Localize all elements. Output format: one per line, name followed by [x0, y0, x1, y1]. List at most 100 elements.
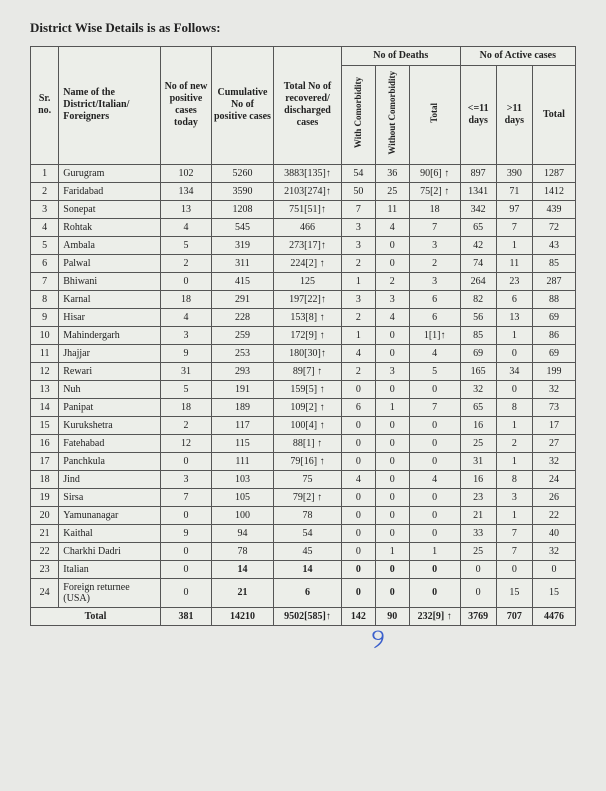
cell: 14	[274, 560, 342, 578]
cell: 16	[31, 434, 59, 452]
cell: 14	[211, 560, 273, 578]
cell: 100	[211, 506, 273, 524]
cell: 0	[375, 236, 409, 254]
cell: 6	[341, 398, 375, 416]
cell: 17	[532, 416, 575, 434]
cell: 0	[375, 380, 409, 398]
cell: 109[2] ↑	[274, 398, 342, 416]
cell: 27	[532, 434, 575, 452]
cell: 2	[341, 308, 375, 326]
cell: 23	[31, 560, 59, 578]
cell: 23	[460, 488, 496, 506]
cell: 2	[409, 254, 460, 272]
cell: Hisar	[59, 308, 161, 326]
table-row: 6Palwal2311224[2] ↑202741185	[31, 254, 576, 272]
cell: 97	[496, 200, 532, 218]
cell: 32	[532, 452, 575, 470]
total-label: Total	[31, 607, 161, 625]
cell: 6	[31, 254, 59, 272]
cell: 75[2] ↑	[409, 182, 460, 200]
total-row: Total381142109502[585]↑14290232[9] ↑3769…	[31, 607, 576, 625]
table-row: 1Gurugram10252603883[135]↑543690[6] ↑897…	[31, 164, 576, 182]
col-deaths-total: Total	[409, 66, 460, 165]
cell: 20	[31, 506, 59, 524]
cell: 5	[409, 362, 460, 380]
cell: 85	[532, 254, 575, 272]
cell: 71	[496, 182, 532, 200]
cell: 65	[460, 218, 496, 236]
col-without-comorbidity: Without Comorbidity	[375, 66, 409, 165]
cell: 0	[341, 416, 375, 434]
cell: 3	[496, 488, 532, 506]
cell: 0	[341, 578, 375, 607]
cell: 0	[161, 578, 212, 607]
col-sr: Sr. no.	[31, 47, 59, 165]
cell: 4	[341, 470, 375, 488]
cell: 291	[211, 290, 273, 308]
cell: 1	[375, 398, 409, 416]
cell: 18	[161, 290, 212, 308]
cell: 3	[161, 326, 212, 344]
cell: 0	[341, 434, 375, 452]
cell: 4	[31, 218, 59, 236]
cell: 1	[409, 542, 460, 560]
cell: 5	[161, 236, 212, 254]
cell: 253	[211, 344, 273, 362]
cell: 0	[341, 542, 375, 560]
cell: 54	[274, 524, 342, 542]
cell: 751[51]↑	[274, 200, 342, 218]
cell: 85	[460, 326, 496, 344]
cell: 18	[161, 398, 212, 416]
cell: 0	[375, 344, 409, 362]
cell: 1208	[211, 200, 273, 218]
cell: 15	[31, 416, 59, 434]
cell: 125	[274, 272, 342, 290]
cell: 0	[375, 326, 409, 344]
cell: 69	[532, 308, 575, 326]
cell: Karnal	[59, 290, 161, 308]
cell: 14	[31, 398, 59, 416]
cell: 69	[460, 344, 496, 362]
cell: 40	[532, 524, 575, 542]
cell: 19	[31, 488, 59, 506]
cell: 0	[341, 524, 375, 542]
cell: 259	[211, 326, 273, 344]
cell: 7	[409, 398, 460, 416]
cell: 159[5] ↑	[274, 380, 342, 398]
table-row: 9Hisar4228153[8] ↑246561369	[31, 308, 576, 326]
cell: 100[4] ↑	[274, 416, 342, 434]
cell: 0	[496, 380, 532, 398]
cell: 78	[274, 506, 342, 524]
cell: 0	[341, 506, 375, 524]
cell: 79[16] ↑	[274, 452, 342, 470]
cell: Kurukshetra	[59, 416, 161, 434]
cell: 319	[211, 236, 273, 254]
cell: Palwal	[59, 254, 161, 272]
cell: 82	[460, 290, 496, 308]
table-row: 19Sirsa710579[2] ↑00023326	[31, 488, 576, 506]
col-deaths-group: No of Deaths	[341, 47, 460, 66]
cell: 0	[341, 488, 375, 506]
cell: 199	[532, 362, 575, 380]
cell: 466	[274, 218, 342, 236]
cell: 12	[31, 362, 59, 380]
cell: 3590	[211, 182, 273, 200]
table-row: 3Sonepat131208751[51]↑7111834297439	[31, 200, 576, 218]
cell: 0	[161, 506, 212, 524]
cell: 13	[31, 380, 59, 398]
cell: 2	[341, 254, 375, 272]
cell: 14210	[211, 607, 273, 625]
cell: 115	[211, 434, 273, 452]
cell: 50	[341, 182, 375, 200]
cell: 0	[375, 470, 409, 488]
cell: 65	[460, 398, 496, 416]
cell: 0	[496, 560, 532, 578]
cell: 0	[161, 452, 212, 470]
table-row: 16Fatehabad1211588[1] ↑00025227	[31, 434, 576, 452]
cell: Nuh	[59, 380, 161, 398]
table-row: 10Mahindergarh3259172[9] ↑101[1]↑85186	[31, 326, 576, 344]
cell: 26	[532, 488, 575, 506]
cell: 16	[460, 470, 496, 488]
cell: Panipat	[59, 398, 161, 416]
cell: 12	[161, 434, 212, 452]
